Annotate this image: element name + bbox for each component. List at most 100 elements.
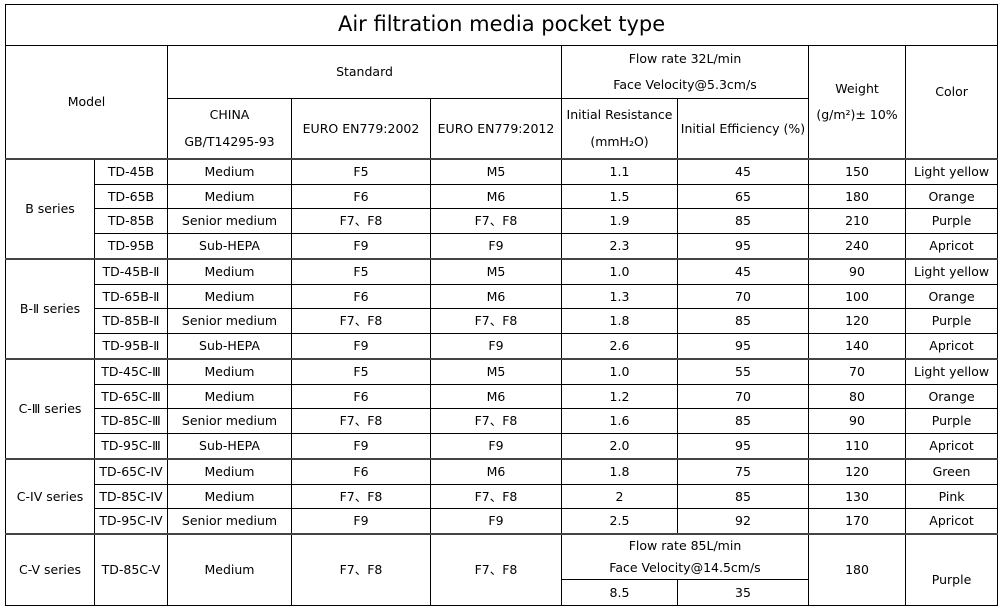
cell-flow-rate-cv: Flow rate 85L/min Face Velocity@14.5cm/s: [561, 533, 809, 580]
cell-initial-resistance: 8.5: [561, 578, 678, 606]
cell-initial-efficiency: 70: [677, 283, 809, 310]
cell-euro-2012: F7、F8: [430, 483, 562, 510]
cell-euro-2012: F7、F8: [430, 208, 562, 235]
cell-euro-2002: F9: [291, 233, 431, 260]
cell-euro-2012: F7、F8: [430, 533, 562, 606]
cell-weight: 180: [808, 183, 906, 210]
cell-euro-2002: F5: [291, 257, 431, 285]
cell-china: Medium: [167, 283, 292, 310]
cell-china: Medium: [167, 483, 292, 510]
table-row: TD-95C-Ⅲ Sub-HEPA F9 F9 2.0 95 110 Apricot: [6, 433, 999, 460]
cell-euro-2012: F7、F8: [430, 308, 562, 335]
cell-china: Medium: [167, 457, 292, 485]
cell-initial-resistance: 2.0: [561, 433, 678, 460]
cell-color: Apricot: [904, 433, 999, 460]
cell-euro-2002: F7、F8: [291, 208, 431, 235]
header-initial-efficiency: Initial Efficiency (%): [677, 98, 809, 160]
cell-weight: 90: [808, 408, 906, 435]
table-row: B-Ⅱ series TD-45B-Ⅱ Medium F5 M5 1.0 45 90 Light…: [5, 257, 999, 360]
cell-initial-efficiency: 85: [677, 408, 809, 435]
cell-euro-2002: F9: [291, 333, 431, 360]
table-row: TD-95B Sub-HEPA F9 F9 2.3 95 240 Apricot: [6, 233, 999, 260]
table-row: TD-65C-Ⅲ Medium F6 M6 1.2 70 80 Orange: [6, 383, 999, 410]
cell-weight: 170: [808, 508, 906, 535]
cell-color: Apricot: [904, 333, 999, 360]
cell-color: Purple: [904, 208, 999, 235]
cell-initial-efficiency: 85: [677, 308, 809, 335]
cell-model: TD-65C-Ⅲ: [94, 383, 168, 410]
table-row: TD-85B Senior medium F7、F8 F7、F8 1.9 85 210 Pur…: [6, 208, 999, 235]
cell-china: Medium: [167, 533, 292, 606]
cell-china: Medium: [167, 357, 292, 385]
cell-euro-2012: M5: [430, 357, 562, 385]
cell-initial-resistance: 1.0: [561, 257, 678, 285]
cell-model: TD-95C-Ⅲ: [94, 433, 168, 460]
cell-model: TD-95B-Ⅱ: [94, 333, 168, 360]
cell-weight: 70: [808, 357, 906, 385]
cell-initial-efficiency: 45: [677, 257, 809, 285]
cell-euro-2012: M6: [430, 383, 562, 410]
resistance-line1: Initial Resistance: [566, 107, 673, 123]
cell-euro-2012: F9: [430, 333, 562, 360]
cell-china: Senior medium: [167, 508, 292, 535]
cell-weight: 150: [808, 157, 906, 185]
china-line1: CHINA: [209, 107, 250, 123]
cell-euro-2002: F5: [291, 357, 431, 385]
cell-euro-2002: F6: [291, 283, 431, 310]
cell-china: Sub-HEPA: [167, 333, 292, 360]
cell-euro-2002: F7、F8: [291, 483, 431, 510]
cell-china: Senior medium: [167, 408, 292, 435]
table-title: Air filtration media pocket type: [4, 4, 999, 46]
table-row: TD-85C-IV Medium F7、F8 F7、F8 2 85 130 Pink: [6, 483, 999, 510]
header-initial-resistance: Initial Resistance (mmH₂O): [561, 98, 678, 160]
china-line2: GB/T14295-93: [184, 133, 275, 149]
series-label: B series: [5, 157, 95, 260]
series-label: C-Ⅲ series: [5, 357, 95, 460]
cell-initial-efficiency: 70: [677, 383, 809, 410]
cell-initial-resistance: 2.5: [561, 508, 678, 535]
cell-euro-2012: M5: [430, 257, 562, 285]
cell-china: Sub-HEPA: [167, 433, 292, 460]
cell-initial-efficiency: 95: [677, 233, 809, 260]
cell-euro-2012: M6: [430, 283, 562, 310]
cell-china: Medium: [167, 383, 292, 410]
cell-euro-2002: F6: [291, 457, 431, 485]
cell-initial-resistance: 2.6: [561, 333, 678, 360]
cell-initial-efficiency: 85: [677, 483, 809, 510]
table-row: C-Ⅲ series TD-45C-Ⅲ Medium F5 M5 1.0 55 70 Light…: [5, 357, 999, 460]
cell-euro-2002: F9: [291, 508, 431, 535]
table-row: TD-65B-Ⅱ Medium F6 M6 1.3 70 100 Orange: [6, 283, 999, 310]
cell-weight: 140: [808, 333, 906, 360]
cell-color: Pink: [904, 483, 999, 510]
cell-initial-efficiency: 55: [677, 357, 809, 385]
weight-line1: Weight: [835, 80, 879, 96]
weight-line2: (g/m²)± 10%: [816, 106, 898, 122]
cell-color: Light yellow: [904, 257, 999, 285]
table-row: TD-95B-Ⅱ Sub-HEPA F9 F9 2.6 95 140 Apricot: [6, 333, 999, 360]
cell-initial-resistance: 1.9: [561, 208, 678, 235]
cell-euro-2012: F9: [430, 233, 562, 260]
cell-model: TD-45B: [94, 157, 168, 185]
cell-model: TD-45B-Ⅱ: [94, 257, 168, 285]
cell-initial-efficiency: 92: [677, 508, 809, 535]
cell-initial-resistance: 1.1: [561, 157, 678, 185]
cell-china: Medium: [167, 157, 292, 185]
cell-euro-2012: F9: [430, 433, 562, 460]
cell-initial-efficiency: 45: [677, 157, 809, 185]
flow-line1: Flow rate 32L/min: [628, 50, 742, 66]
header-weight: Weight (g/m²)± 10%: [808, 44, 906, 160]
cell-weight: 110: [808, 433, 906, 460]
cell-china: Senior medium: [167, 208, 292, 235]
cv-flow-line2: Face Velocity@14.5cm/s: [609, 560, 761, 576]
cell-model: TD-65B: [94, 183, 168, 210]
cell-euro-2002: F7、F8: [291, 308, 431, 335]
cell-model: TD-65C-IV: [94, 457, 168, 485]
cell-initial-efficiency: 85: [677, 208, 809, 235]
cell-weight: 210: [808, 208, 906, 235]
series-label: B-Ⅱ series: [5, 257, 95, 360]
resistance-line2: (mmH₂O): [590, 133, 649, 149]
cell-color: Purple: [904, 533, 999, 606]
cell-initial-resistance: 1.0: [561, 357, 678, 385]
cell-color: Light yellow: [904, 357, 999, 385]
cell-initial-efficiency: 75: [677, 457, 809, 485]
